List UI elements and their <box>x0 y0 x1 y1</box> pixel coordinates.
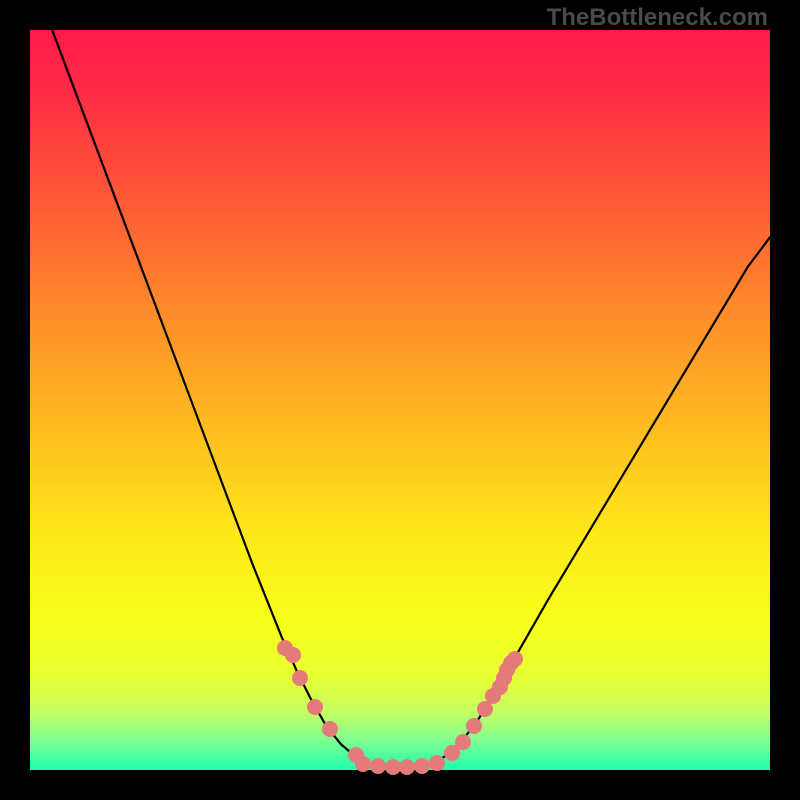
data-marker <box>455 734 471 750</box>
data-marker <box>307 699 323 715</box>
data-marker <box>399 759 415 775</box>
data-marker <box>322 721 338 737</box>
bottleneck-curve <box>0 0 800 800</box>
data-marker <box>285 647 301 663</box>
data-marker <box>370 758 386 774</box>
data-marker <box>385 759 401 775</box>
data-marker <box>466 718 482 734</box>
data-marker <box>507 651 523 667</box>
chart-container: TheBottleneck.com <box>0 0 800 800</box>
data-marker <box>292 670 308 686</box>
data-marker <box>429 755 445 771</box>
data-marker <box>355 756 371 772</box>
data-marker <box>414 758 430 774</box>
